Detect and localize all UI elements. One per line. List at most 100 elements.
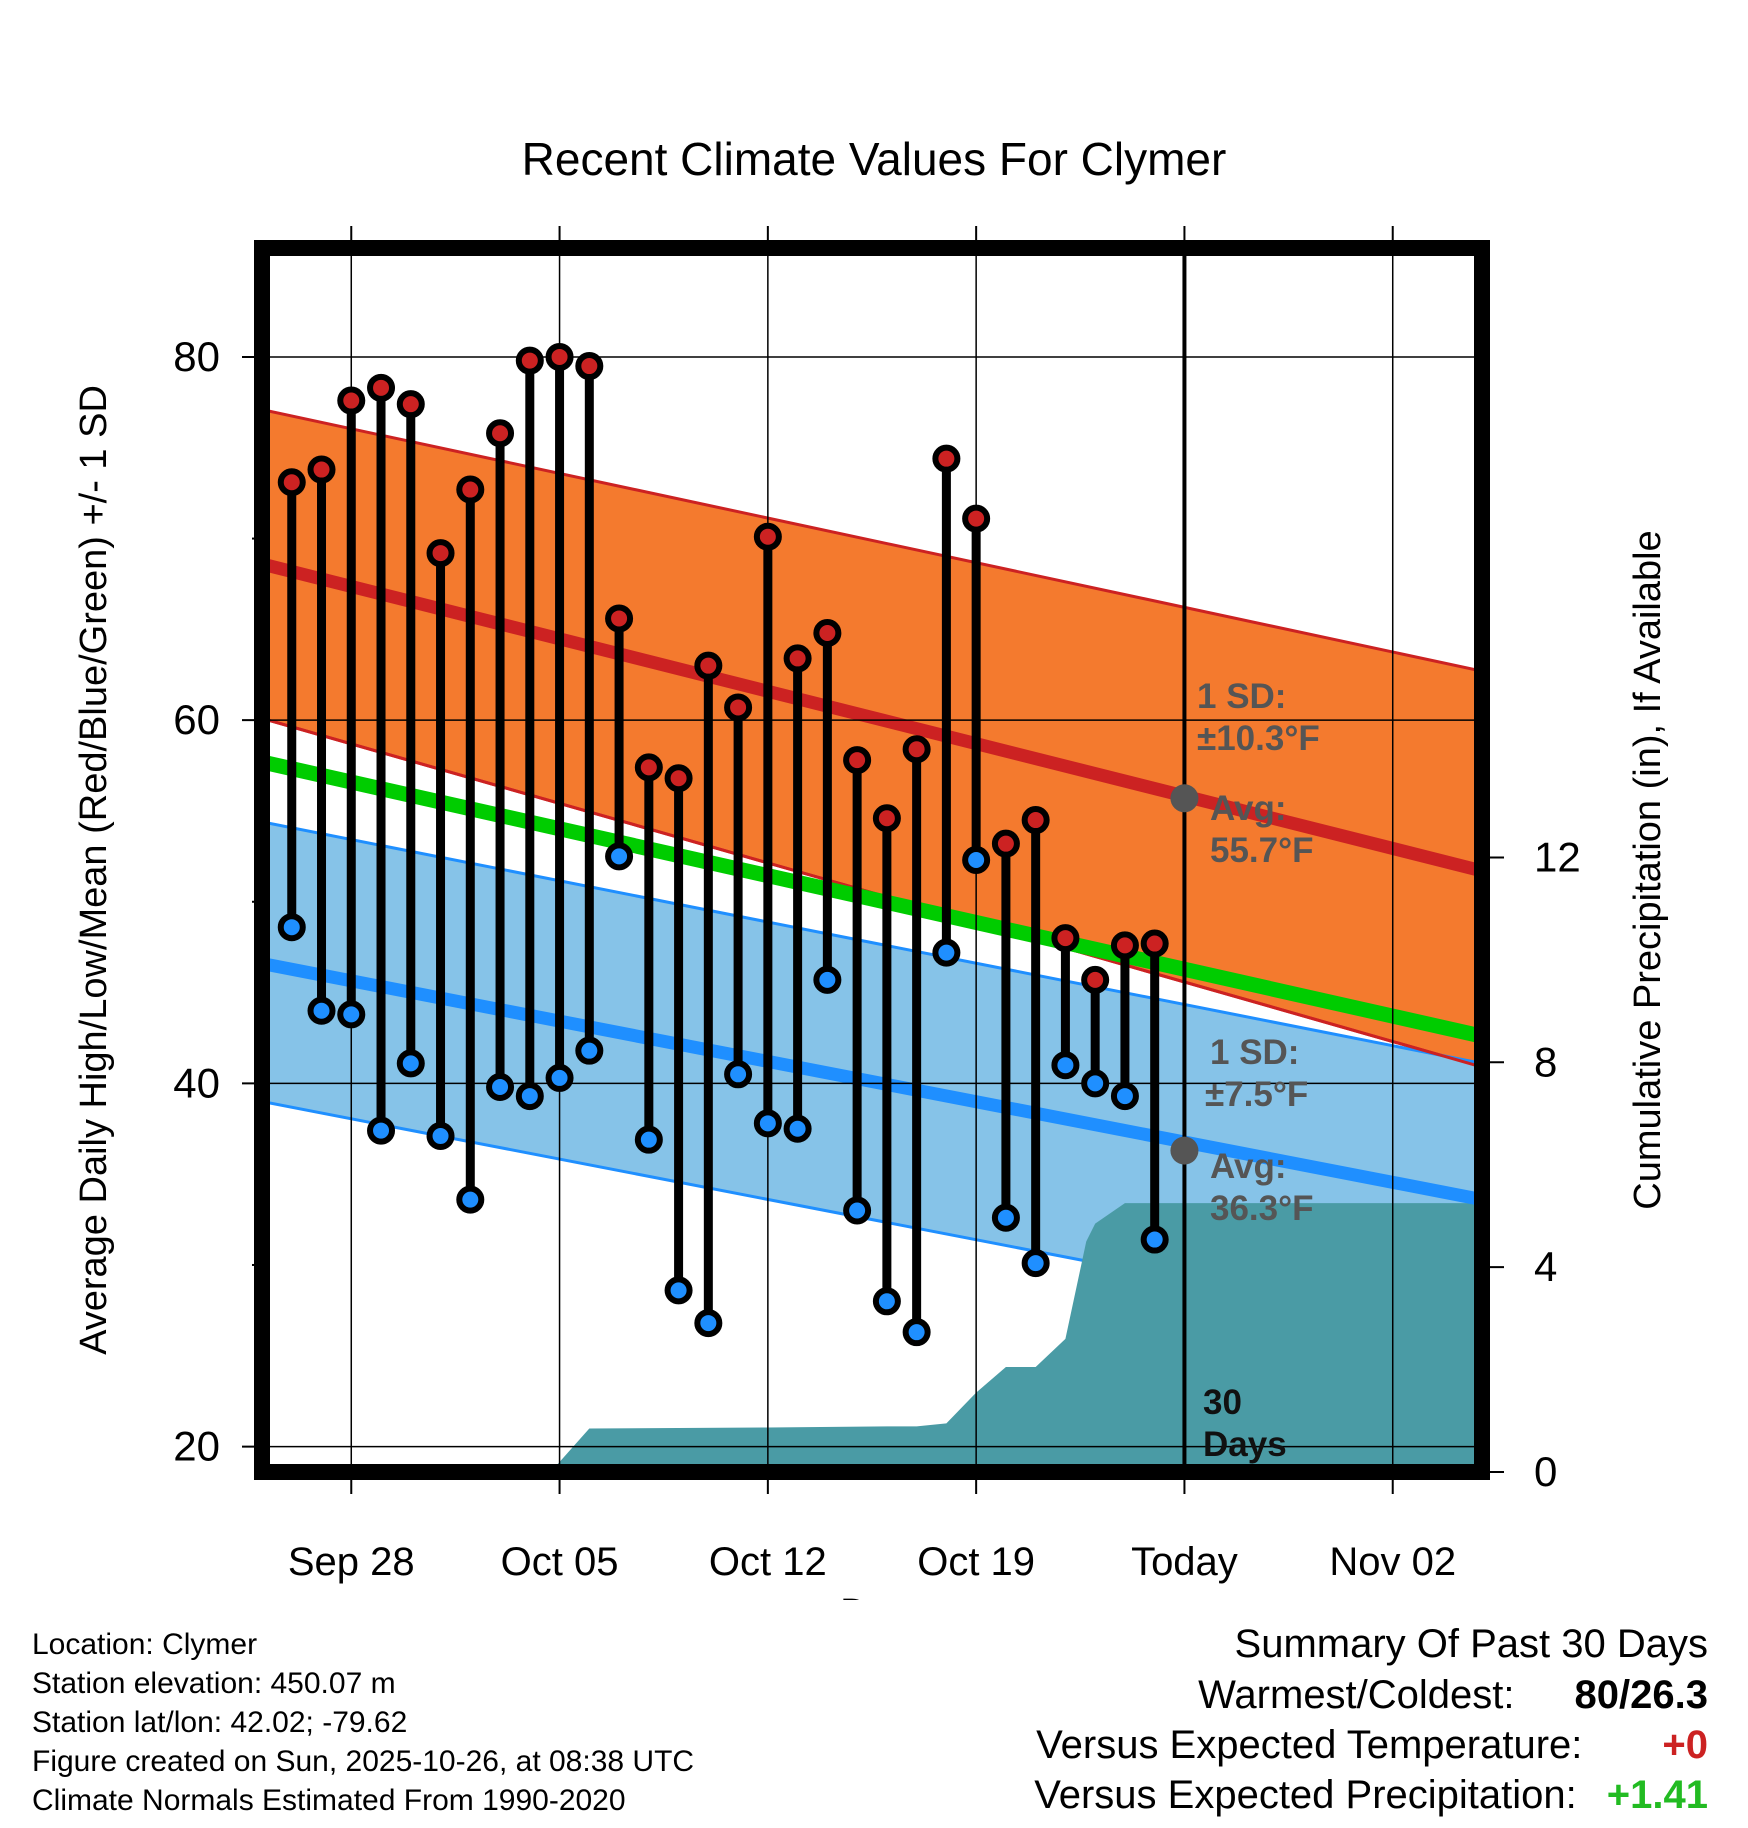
low-point: [545, 1063, 574, 1092]
high-point: [545, 342, 574, 371]
high-point: [337, 386, 366, 415]
summary-temp-value: +0: [1662, 1723, 1708, 1767]
low-avg-label: Avg:: [1210, 1147, 1286, 1186]
y-axis-label-left: Average Daily High/Low/Mean (Red/Blue/Gr…: [73, 385, 115, 1355]
y-tick-label: 40: [173, 1059, 220, 1106]
high-point: [813, 618, 842, 647]
low-point: [486, 1073, 515, 1102]
x-tick-label: Today: [1131, 1540, 1238, 1584]
low-point: [1081, 1069, 1110, 1098]
low-point: [634, 1125, 663, 1154]
precipitation-area: [550, 1203, 1482, 1472]
x-tick-label: Oct 05: [501, 1540, 619, 1584]
low-point: [277, 913, 306, 942]
footer-location: Location: Clymer: [32, 1628, 258, 1661]
days-count-label: 30: [1203, 1383, 1242, 1422]
low-point: [1051, 1051, 1080, 1080]
high-sd-value: ±10.3°F: [1197, 719, 1320, 758]
high-point: [872, 804, 901, 833]
summary-precip-row: Versus Expected Precipitation: +1.41: [1034, 1773, 1708, 1818]
high-point: [367, 373, 396, 402]
low-point: [843, 1196, 872, 1225]
low-point: [307, 996, 336, 1025]
summary-warmest-row: Warmest/Coldest: 80/26.3: [1198, 1673, 1708, 1718]
high-point: [1140, 929, 1169, 958]
plot-frame: [254, 240, 1490, 1480]
low-point: [664, 1276, 693, 1305]
high-point: [456, 475, 485, 504]
x-tick-label: Sep 28: [288, 1540, 415, 1584]
high-point: [1110, 931, 1139, 960]
high-sd-label: 1 SD:: [1197, 677, 1286, 716]
low-point: [783, 1114, 812, 1143]
high-avg-value: 55.7°F: [1210, 831, 1314, 870]
y-right-tick-label: 12: [1534, 833, 1581, 880]
high-point: [843, 746, 872, 775]
high-point: [1051, 924, 1080, 953]
data-marks: [277, 342, 1169, 1347]
high-point: [991, 829, 1020, 858]
low-point: [367, 1116, 396, 1145]
high-point: [962, 504, 991, 533]
high-sd-band: [262, 408, 1482, 1069]
y-right-tick-label: 8: [1534, 1038, 1557, 1085]
low-point: [515, 1082, 544, 1111]
high-point: [664, 764, 693, 793]
summary-warmest-value: 80/26.3: [1574, 1673, 1708, 1717]
x-tick-label: Oct 19: [917, 1540, 1035, 1584]
x-tick-label: Nov 02: [1329, 1540, 1456, 1584]
high-point: [694, 651, 723, 680]
y-axis-label-right: Cumulative Precipitation (in), If Availa…: [1627, 530, 1669, 1209]
high-avg-today-marker: [1170, 784, 1199, 813]
high-point: [1081, 965, 1110, 994]
x-axis-label: Day: [840, 1592, 908, 1600]
high-point: [575, 352, 604, 381]
high-point: [932, 444, 961, 473]
axes: 20 40 60 80 0 4 8 12 Sep 28 Oct 05 Oct 12 Oct 19 Tod…: [173, 226, 1581, 1584]
low-point: [932, 938, 961, 967]
summary-title: Summary Of Past 30 Days: [1234, 1622, 1708, 1666]
low-point: [575, 1036, 604, 1065]
low-point: [426, 1122, 455, 1151]
y-tick-label: 20: [173, 1423, 220, 1470]
high-point: [277, 468, 306, 497]
x-tick-label: Oct 12: [709, 1540, 827, 1584]
low-point: [962, 846, 991, 874]
climate-chart: Recent Climate Values For Clymer 20 40 60 8…: [73, 133, 1669, 1600]
low-point: [694, 1309, 723, 1338]
high-point: [753, 522, 782, 551]
y-right-tick-label: 4: [1534, 1243, 1557, 1290]
summary-temp-row: Versus Expected Temperature: +0: [1036, 1723, 1708, 1768]
high-point: [902, 735, 931, 764]
high-point: [1021, 806, 1050, 835]
low-point: [991, 1203, 1020, 1232]
footer-latlon: Station lat/lon: 42.02; -79.62: [32, 1706, 408, 1739]
low-point: [753, 1109, 782, 1138]
high-normal-line: [262, 557, 1482, 878]
high-point: [426, 539, 455, 568]
high-point: [515, 346, 544, 375]
y-tick-label: 60: [173, 696, 220, 743]
low-point: [1140, 1225, 1169, 1254]
high-point: [724, 693, 753, 722]
footer-created: Figure created on Sun, 2025-10-26, at 08…: [32, 1745, 695, 1778]
high-avg-label: Avg:: [1210, 789, 1286, 828]
summary-warmest-label: Warmest/Coldest:: [1198, 1673, 1515, 1717]
footer-normals: Climate Normals Estimated From 1990-2020: [32, 1784, 626, 1817]
low-point: [813, 965, 842, 994]
chart-title: Recent Climate Values For Clymer: [522, 133, 1227, 185]
high-point: [396, 390, 425, 419]
low-sd-label: 1 SD:: [1210, 1033, 1299, 1072]
low-point: [1021, 1249, 1050, 1278]
plot-area: [262, 408, 1482, 1472]
low-avg-value: 36.3°F: [1210, 1189, 1314, 1228]
low-point: [337, 1000, 366, 1029]
low-point: [724, 1060, 753, 1089]
low-point: [456, 1185, 485, 1214]
low-point: [1110, 1082, 1139, 1111]
low-point: [605, 842, 634, 871]
low-point: [396, 1049, 425, 1078]
footer-elevation: Station elevation: 450.07 m: [32, 1667, 396, 1700]
low-normal-line: [262, 957, 1482, 1206]
high-point: [605, 604, 634, 633]
